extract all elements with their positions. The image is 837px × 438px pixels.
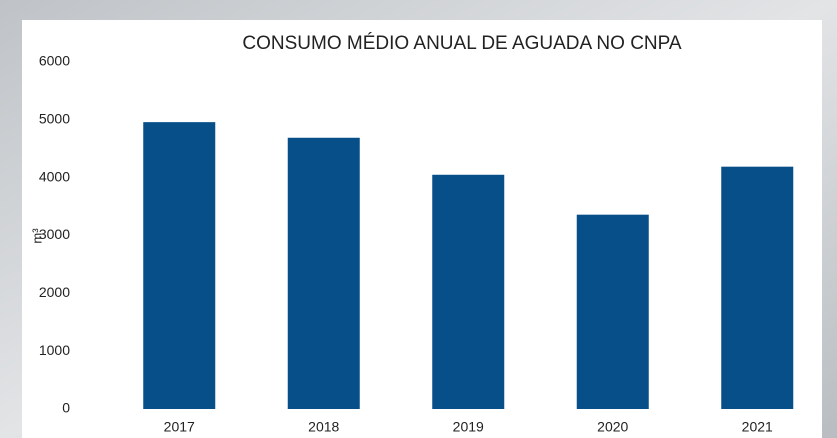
x-tick-label: 2019 [453, 419, 484, 435]
y-axis-label: m³ [29, 228, 44, 244]
x-tick-label: 2020 [597, 419, 628, 435]
y-tick-label: 1000 [39, 342, 70, 358]
bar [432, 174, 505, 409]
y-tick-label: 0 [62, 400, 70, 416]
bar [576, 214, 649, 409]
x-tick-label: 2018 [308, 419, 339, 435]
y-tick-label: 3000 [39, 226, 70, 242]
bar [721, 166, 794, 409]
y-tick-label: 2000 [39, 284, 70, 300]
chart-panel [22, 20, 822, 438]
x-tick-label: 2021 [742, 419, 773, 435]
bar [287, 137, 360, 410]
y-tick-label: 5000 [39, 111, 70, 127]
bar [143, 122, 216, 409]
chart-title: CONSUMO MÉDIO ANUAL DE AGUADA NO CNPA [242, 33, 682, 54]
x-tick-label: 2017 [164, 419, 195, 435]
y-tick-label: 6000 [39, 53, 70, 69]
y-tick-label: 4000 [39, 168, 70, 184]
